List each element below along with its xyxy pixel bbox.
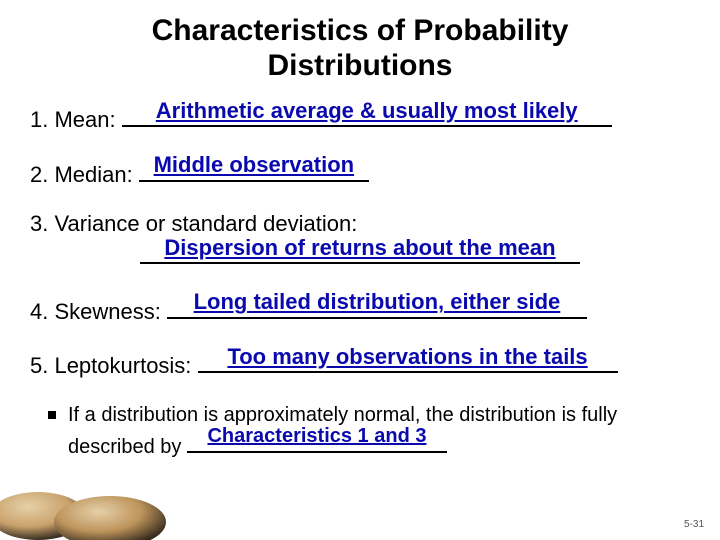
lepto-label: 5. Leptokurtosis:	[30, 353, 198, 378]
item-variance: 3. Variance or standard deviation: Dispe…	[30, 210, 690, 270]
mean-answer: Arithmetic average & usually most likely	[122, 97, 612, 125]
bullet-blank: Characteristics 1 and 3	[187, 429, 447, 453]
item-mean: 1. Mean: Arithmetic average & usually mo…	[30, 101, 690, 134]
item-median: 2. Median: Middle observation	[30, 156, 690, 189]
mean-label: 1. Mean:	[30, 107, 122, 132]
item-skewness: 4. Skewness: Long tailed distribution, e…	[30, 293, 690, 326]
pebble-decor	[0, 460, 170, 540]
bullet-item: If a distribution is approximately norma…	[30, 402, 690, 461]
variance-blank: Dispersion of returns about the mean	[140, 238, 580, 264]
page-number: 5-31	[684, 519, 704, 530]
skewness-label: 4. Skewness:	[30, 299, 167, 324]
variance-answer: Dispersion of returns about the mean	[140, 234, 580, 262]
median-answer: Middle observation	[139, 151, 369, 179]
slide-title: Characteristics of Probability Distribut…	[30, 14, 690, 83]
bullet-answer: Characteristics 1 and 3	[187, 423, 447, 450]
title-line-2: Distributions	[268, 49, 453, 82]
title-line-1: Characteristics of Probability	[152, 14, 569, 47]
skewness-answer: Long tailed distribution, either side	[167, 288, 587, 316]
slide: Characteristics of Probability Distribut…	[0, 0, 720, 540]
bullet-icon	[48, 411, 56, 419]
bullet-text: If a distribution is approximately norma…	[68, 402, 690, 461]
lepto-blank: Too many observations in the tails	[198, 347, 618, 373]
skewness-blank: Long tailed distribution, either side	[167, 293, 587, 319]
item-leptokurtosis: 5. Leptokurtosis: Too many observations …	[30, 347, 690, 380]
median-blank: Middle observation	[139, 156, 369, 182]
lepto-answer: Too many observations in the tails	[198, 343, 618, 371]
mean-blank: Arithmetic average & usually most likely	[122, 101, 612, 127]
median-label: 2. Median:	[30, 162, 139, 187]
